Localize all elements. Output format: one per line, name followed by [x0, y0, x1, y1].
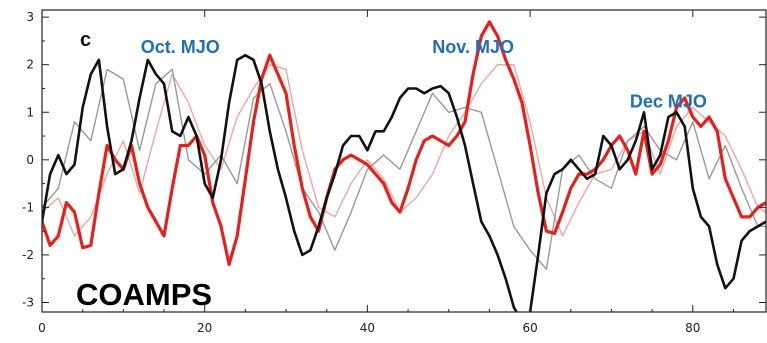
series-line-1 — [42, 63, 766, 237]
y-tick-label: -3 — [22, 295, 34, 309]
axis-layer: 0 20 40 60 80 3 2 1 0 -1 -2 -3 — [22, 10, 766, 335]
y-tick-label: 0 — [26, 153, 34, 167]
y-tick-label: 1 — [26, 105, 34, 119]
series-line-2 — [42, 68, 766, 270]
x-tick-label: 20 — [197, 321, 212, 335]
y-tick-label: -2 — [22, 248, 34, 262]
annotation-label: Dec MJO — [630, 91, 707, 111]
x-tick-label: 0 — [38, 321, 46, 335]
panel-letter: c — [80, 29, 91, 51]
series-line-3 — [42, 20, 766, 266]
y-tick-label: -1 — [22, 200, 34, 214]
x-tick-label: 60 — [522, 321, 537, 335]
annotation-label: Oct. MJO — [141, 37, 220, 57]
annotation-layer: Oct. MJO Nov. MJO Dec MJO — [141, 37, 707, 112]
x-tick-label: 40 — [360, 321, 375, 335]
plot-frame — [41, 9, 767, 313]
annotation-label: Nov. MJO — [432, 37, 514, 57]
series-line-4 — [42, 53, 766, 312]
x-tick-label: 80 — [685, 321, 700, 335]
model-label: COAMPS — [76, 277, 212, 312]
series-layer — [42, 20, 766, 312]
y-tick-label: 3 — [26, 10, 34, 24]
y-tick-label: 2 — [26, 58, 34, 72]
